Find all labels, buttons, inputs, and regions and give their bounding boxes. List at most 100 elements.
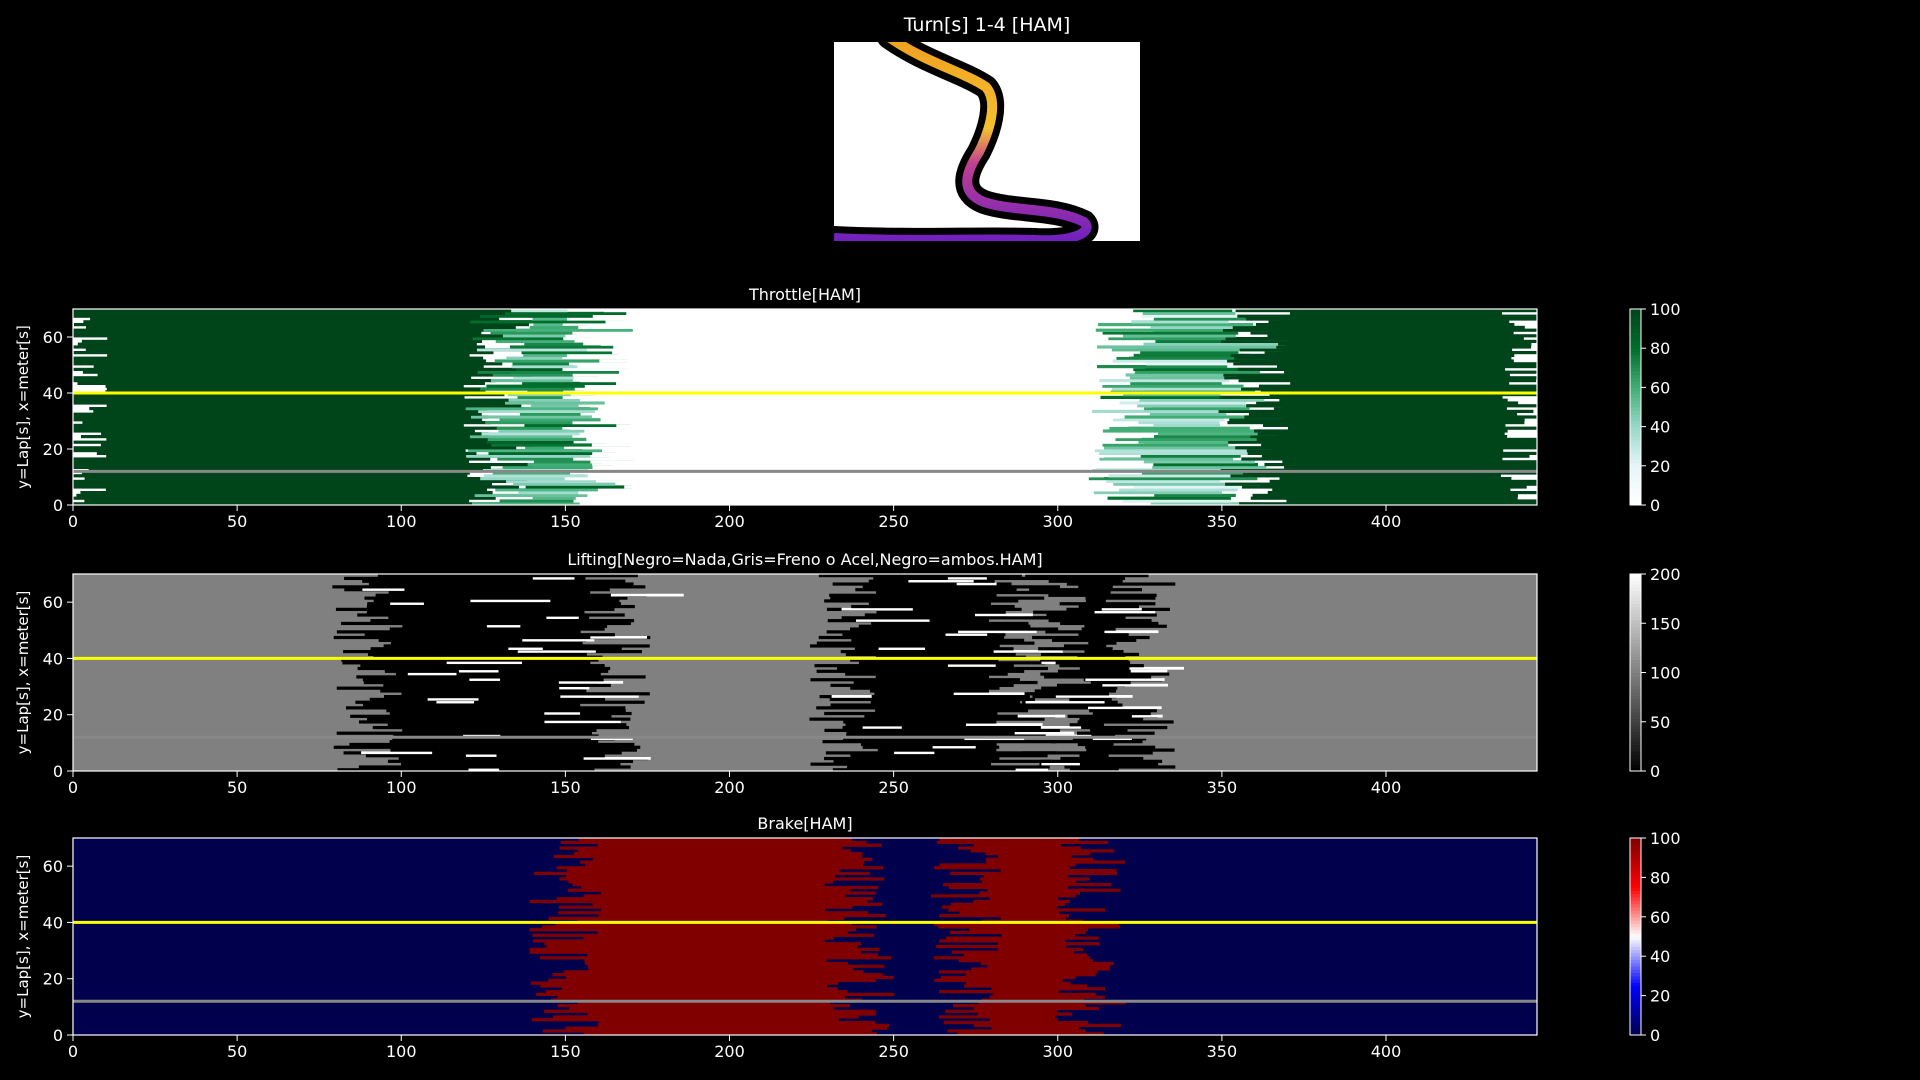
heatmap-cell [939,939,1066,943]
heatmap-cell [1029,588,1143,592]
colorbar: 0 20 40 60 80 100 [1629,300,1681,515]
y-axis-label: y=Lap[s], x=meter[s] [14,591,32,755]
colorbar-segment [1630,377,1641,382]
heatmap-cell [997,942,1100,946]
heatmap-cell [1100,395,1240,399]
heatmap-cell [362,703,581,707]
heatmap-cell [1248,412,1518,416]
colorbar-segment [1630,452,1641,457]
heatmap-cell [987,964,1111,968]
heatmap-cell [73,328,516,332]
heatmap-cell [476,348,617,352]
heatmap-cell [1102,331,1239,335]
heatmap-cell [612,463,1145,467]
heatmap-cell-white [546,616,579,620]
colorbar-segment [1630,623,1641,628]
heatmap-cell-white [583,756,651,760]
heatmap-cell-white [945,633,988,636]
heatmap-cell [1218,409,1534,413]
heatmap-cell [978,1001,1126,1005]
heatmap-cell-white [407,672,457,676]
heatmap-cell [965,973,1096,977]
heatmap-cell-white [1085,678,1165,681]
heatmap-cell [1225,337,1524,341]
colorbar-segment [1630,439,1641,444]
colorbar-segment [1630,407,1641,411]
heatmap-cell [1153,463,1258,467]
heatmap-cell [1228,440,1537,444]
heatmap-cell [858,624,1031,628]
heatmap-cell [845,672,1008,676]
x-tick-label: 0 [68,778,78,797]
heatmap-cell [548,916,845,921]
heatmap-cell [1230,474,1501,478]
colorbar-segment [1630,1025,1641,1029]
heatmap-cell [1119,401,1247,405]
heatmap-cell-white [558,680,624,684]
heatmap-cell [1234,356,1512,360]
heatmap-cell [536,992,895,996]
heatmap-cell [582,446,1113,450]
colorbar-segment [1630,354,1641,359]
heatmap-cell [564,477,1094,481]
heatmap-cell [1069,723,1104,727]
colorbar-segment [1630,972,1641,977]
heatmap-cell [82,421,491,425]
heatmap-cell [832,582,1012,586]
colorbar-segment [1630,590,1641,595]
colorbar-segment [1630,649,1641,654]
heatmap-cell [851,604,1015,609]
heatmap-cell [853,680,1038,685]
heatmap-cell [842,725,1026,730]
heatmap-cell [73,345,486,349]
heatmap-cell [532,1018,839,1022]
colorbar-segment [1630,318,1641,323]
heatmap-cell [1067,714,1158,718]
heatmap-cell [349,742,635,747]
heatmap-cell [1246,317,1537,321]
heatmap-cell [980,877,1090,881]
heatmap-cell [585,863,864,867]
heatmap-cell [513,376,575,380]
heatmap-cell [1044,675,1152,679]
heatmap-cell [496,426,563,430]
heatmap-cell [587,493,1094,497]
x-tick-label: 400 [1371,1042,1402,1061]
x-tick-label: 200 [714,778,745,797]
heatmap-cell [1096,345,1281,349]
heatmap-cell [89,407,487,411]
heatmap-cell [84,499,470,503]
x-tick-label: 0 [68,1042,78,1061]
colorbar-segment [1630,738,1641,742]
colorbar-segment [1630,929,1641,934]
heatmap-cell [574,852,863,856]
heatmap-cell [106,437,508,441]
heatmap-cell [1287,426,1537,430]
colorbar-segment [1630,478,1641,483]
heatmap-cell [830,596,1045,600]
colorbar-tick-label: 200 [1650,565,1681,584]
heatmap-background [73,574,1537,771]
colorbar-segment [1630,633,1641,637]
x-tick-label: 300 [1042,778,1073,797]
colorbar-segment [1630,626,1641,631]
heatmap-cell [499,499,580,503]
heatmap-cell [1084,649,1124,654]
heatmap-cell-white [1015,768,1048,771]
heatmap-cell [480,387,575,391]
heatmap-cell [73,412,482,416]
colorbar-segment [1630,665,1641,670]
y-tick-label: 0 [53,762,63,781]
colorbar-segment [1630,728,1641,733]
heatmap-cell [951,950,1074,954]
heatmap-cell [1157,432,1278,436]
heatmap-cell [1040,658,1129,662]
x-tick-label: 300 [1042,1042,1073,1061]
heatmap-cell [822,740,1057,744]
heatmap-cell [1124,415,1283,419]
heatmap-cell [350,714,612,718]
colorbar-segment [1630,985,1641,990]
colorbar-tick-label: 100 [1650,300,1681,319]
heatmap-cell [599,359,1143,363]
heatmap-cell-white [508,647,543,650]
